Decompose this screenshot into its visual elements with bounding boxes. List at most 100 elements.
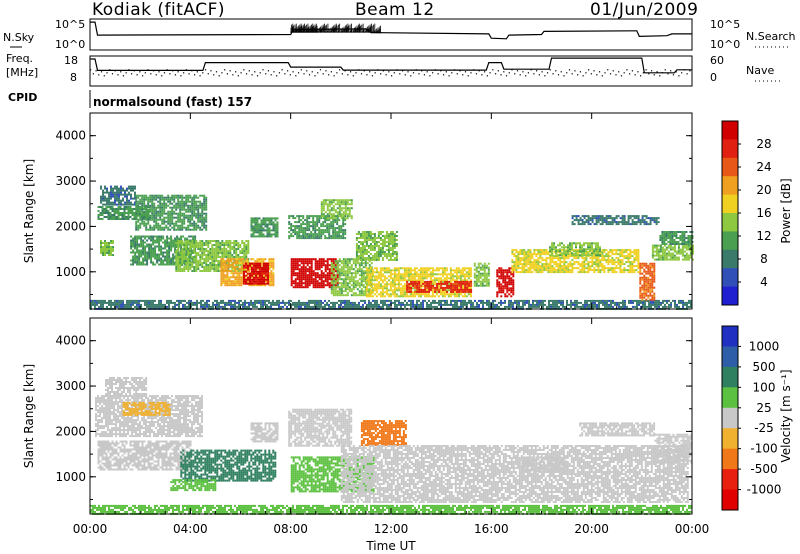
nave-point	[396, 69, 398, 71]
power-echo-region	[320, 199, 353, 220]
power-echo-region	[473, 262, 490, 287]
nave-point	[609, 73, 612, 75]
nave-point	[117, 74, 119, 76]
nave-point	[464, 71, 467, 73]
date-title: 01/Jun/2009	[590, 0, 699, 20]
nave-point	[473, 69, 475, 71]
nave-point	[133, 70, 135, 72]
power-colorbar-tick-label: 4	[760, 275, 768, 289]
nave-point	[601, 75, 603, 77]
nave-point	[615, 74, 617, 76]
nave-point	[585, 72, 587, 74]
velocity-y-axis-label: Slant Range [km]	[22, 364, 36, 468]
nsky-tick-bottom: 10^0	[55, 38, 86, 51]
cpid-label: CPID	[8, 91, 38, 104]
velocity-colorbar-cell	[722, 448, 738, 470]
nave-point	[563, 75, 565, 77]
nave-point	[667, 73, 669, 75]
velocity-echo-region	[97, 440, 192, 471]
velocity-colorbar-tick-label: -500	[750, 462, 777, 476]
nave-point	[382, 70, 384, 72]
nave-point	[243, 69, 245, 71]
nave-point	[604, 72, 606, 74]
power-echo-region	[571, 215, 660, 226]
frequency-panel-frame	[89, 55, 693, 87]
x-tick-label: 08:00	[273, 522, 308, 536]
nave-point	[131, 73, 133, 75]
nave-point	[511, 69, 513, 71]
nave-point	[629, 73, 631, 75]
velocity-echo-region	[170, 479, 217, 492]
nave-point	[497, 70, 499, 72]
nsky-tick-top: 10^5	[55, 18, 86, 31]
nave-point	[245, 73, 248, 75]
x-tick-label: 20:00	[574, 522, 609, 536]
nave-point	[344, 70, 346, 72]
nave-point	[645, 69, 647, 71]
nave-point	[568, 69, 571, 71]
nave-point	[150, 73, 152, 75]
nave-point	[358, 69, 360, 71]
x-tick-label: 16:00	[474, 522, 509, 536]
nave-point	[672, 74, 675, 76]
nave-point	[481, 74, 483, 76]
nave-point	[265, 73, 267, 75]
nave-point	[254, 71, 256, 73]
nave-point	[289, 74, 291, 76]
nave-point	[470, 72, 472, 74]
nave-point	[106, 72, 108, 74]
velocity-echo-region	[654, 433, 693, 464]
nave-point	[525, 75, 527, 77]
velocity-colorbar-tick-label: -1000	[747, 483, 782, 497]
velocity-colorbar-cell	[722, 366, 738, 388]
nave-point	[295, 75, 297, 77]
nave-point	[560, 71, 562, 73]
nave-point	[642, 72, 644, 74]
velocity-y-tick-label: 3000	[55, 379, 86, 393]
nave-point	[251, 74, 253, 76]
velocity-echo-region	[288, 408, 353, 447]
nave-point	[423, 74, 426, 76]
nave-point	[593, 70, 595, 72]
power-colorbar-cell	[722, 249, 738, 269]
nave-point	[287, 70, 289, 72]
power-colorbar-cell	[722, 231, 738, 251]
nave-point	[314, 75, 316, 77]
power-echo-region	[549, 242, 601, 257]
nsearch-tick-bottom: 10^0	[710, 38, 741, 51]
nave-point	[475, 73, 478, 75]
velocity-colorbar-cell	[722, 469, 738, 491]
frequency-series-line	[90, 57, 692, 74]
nave-point	[141, 75, 144, 77]
nave-point	[407, 71, 409, 73]
freq-tick-top: 18	[64, 54, 78, 67]
power-echo-region	[511, 249, 640, 274]
nave-point	[218, 75, 220, 77]
nave-point	[292, 71, 294, 73]
nave-point	[681, 72, 683, 74]
nave-point	[484, 71, 486, 73]
nave-point	[418, 73, 420, 75]
nave-point	[369, 71, 371, 73]
nave-point	[549, 69, 551, 71]
nave-point	[538, 74, 540, 76]
nave-tick-top: 60	[710, 54, 724, 67]
nsky-label: N.Sky	[3, 31, 35, 44]
nave-point	[360, 73, 363, 75]
nave-point	[448, 75, 450, 77]
nave-point	[462, 74, 464, 76]
nave-point	[155, 74, 157, 76]
nave-point	[516, 70, 519, 72]
nave-point	[109, 69, 111, 71]
nave-point	[100, 71, 103, 73]
nave-point	[492, 69, 494, 71]
velocity-colorbar-tick-label: 1000	[749, 339, 780, 353]
nave-point	[456, 73, 458, 75]
nave-point	[284, 73, 286, 75]
velocity-y-tick-label: 2000	[55, 424, 86, 438]
velocity-echo-region	[579, 422, 656, 437]
station-title: Kodiak (fitACF)	[92, 0, 225, 20]
power-y-axis-label: Slant Range [km]	[22, 159, 36, 263]
nave-point	[177, 71, 179, 73]
